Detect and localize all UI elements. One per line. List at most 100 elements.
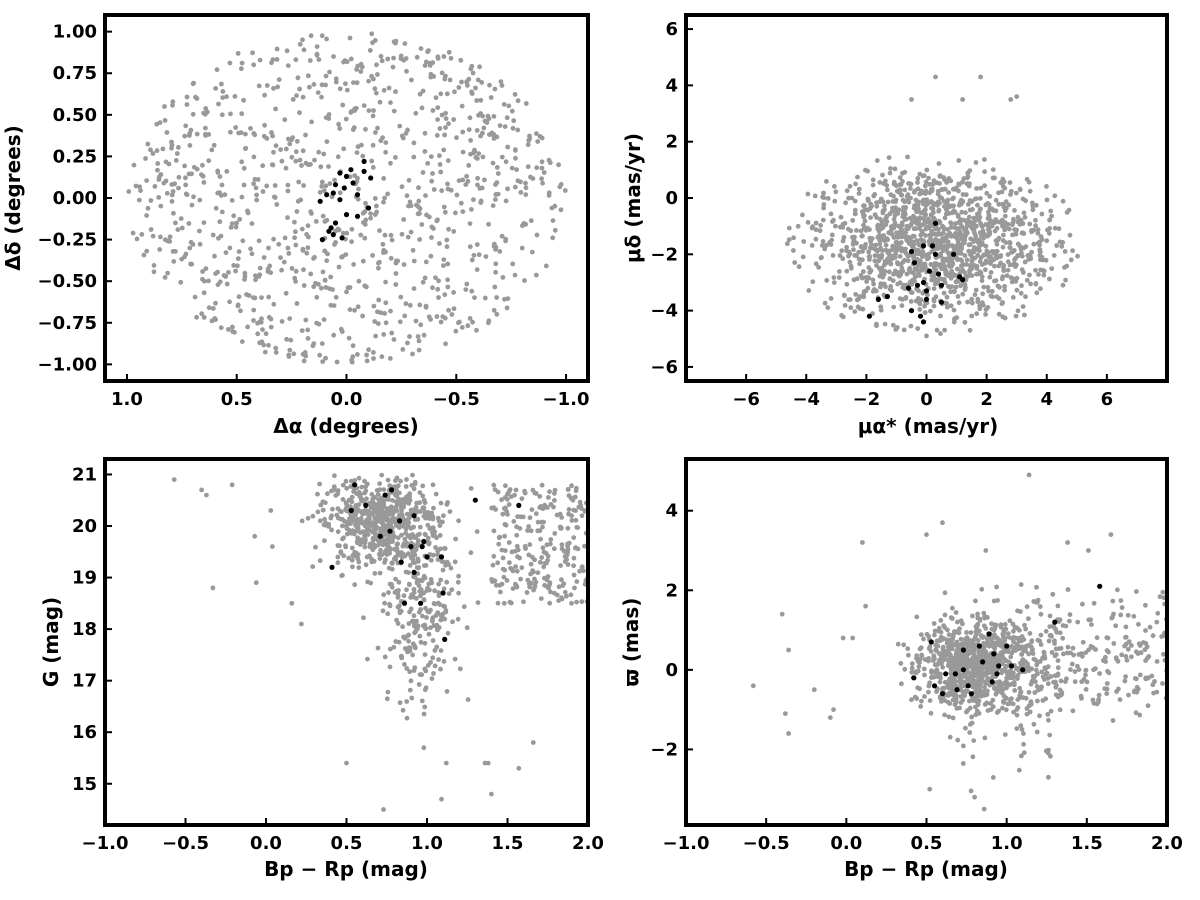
sky-positions-point	[162, 104, 167, 109]
proper-motion-point	[932, 220, 939, 226]
sky-positions-point	[550, 218, 556, 224]
proper-motion-point	[870, 182, 876, 188]
sky-positions-point	[332, 177, 337, 183]
sky-positions-point	[235, 263, 240, 269]
proper-motion-point	[962, 287, 968, 292]
sky-positions-point	[385, 56, 391, 62]
sky-positions-point	[165, 270, 171, 276]
sky-positions-point	[287, 141, 293, 147]
proper-motion-ylabel: μδ (mas/yr)	[621, 133, 645, 263]
parallax-point	[827, 715, 833, 720]
parallax-point	[1083, 668, 1089, 673]
parallax-point	[1004, 695, 1009, 701]
proper-motion-point	[920, 199, 926, 204]
sky-positions-point	[549, 205, 555, 211]
sky-positions-point	[511, 118, 517, 124]
sky-positions-point	[482, 118, 488, 124]
parallax-point	[972, 636, 977, 642]
cmd-point	[422, 652, 428, 657]
sky-positions-point	[437, 241, 442, 246]
sky-positions-point	[285, 245, 291, 251]
cmd-point	[465, 697, 471, 702]
proper-motion-point	[884, 293, 891, 300]
proper-motion-point	[859, 233, 865, 239]
proper-motion-point	[871, 281, 876, 287]
sky-positions-point	[329, 194, 335, 200]
sky-positions-point	[283, 146, 289, 152]
proper-motion-point	[922, 310, 928, 315]
sky-positions-point	[239, 111, 245, 117]
parallax-point	[975, 637, 981, 643]
sky-positions-point	[347, 35, 353, 41]
proper-motion-point	[880, 274, 886, 280]
parallax-xlabel: Bp − Rp (mag)	[844, 857, 1008, 881]
parallax-point	[940, 664, 946, 670]
sky-positions-point	[188, 127, 194, 133]
sky-positions-point	[438, 169, 444, 175]
cmd-point	[527, 542, 533, 547]
proper-motion-point	[945, 197, 951, 203]
sky-positions-point	[362, 283, 368, 289]
sky-positions-xtick-label: 0.5	[221, 389, 253, 410]
proper-motion-point	[1001, 268, 1007, 274]
parallax-point	[994, 584, 999, 590]
parallax-point	[1053, 684, 1059, 690]
proper-motion-point	[861, 269, 866, 274]
cmd-point	[407, 563, 413, 568]
sky-positions-point	[404, 193, 410, 199]
sky-positions-point	[465, 323, 471, 329]
cmd-point	[525, 577, 531, 583]
cmd-point	[559, 577, 564, 583]
proper-motion-point	[1000, 314, 1006, 320]
cmd-point	[376, 497, 382, 503]
parallax-xtick-label: −1.0	[663, 833, 710, 854]
sky-positions-point	[502, 124, 508, 129]
sky-positions-point	[437, 126, 443, 131]
parallax-point	[952, 642, 957, 648]
proper-motion-point	[902, 210, 908, 216]
proper-motion-point	[923, 207, 928, 213]
sky-positions-point	[442, 76, 448, 82]
sky-positions-point	[316, 281, 321, 287]
parallax-point	[915, 668, 921, 674]
sky-positions-point	[490, 203, 496, 209]
proper-motion-point	[1005, 267, 1011, 273]
parallax-point	[1015, 643, 1021, 648]
sky-positions-point	[459, 103, 465, 109]
sky-positions-point	[546, 157, 552, 163]
proper-motion-point	[989, 249, 995, 254]
proper-motion-point	[897, 254, 903, 259]
parallax-point	[1091, 645, 1096, 651]
sky-positions-point	[350, 180, 356, 186]
proper-motion-point	[931, 298, 937, 304]
parallax-point	[1001, 627, 1007, 632]
sky-positions-point	[448, 187, 454, 193]
proper-motion-point	[828, 211, 834, 217]
sky-positions-point	[467, 244, 473, 250]
cmd-point	[431, 623, 437, 628]
proper-motion-point	[813, 227, 819, 233]
cmd-point	[385, 477, 391, 483]
sky-positions-point	[251, 307, 257, 313]
sky-positions-point	[170, 249, 176, 254]
cmd-point	[541, 564, 547, 570]
cmd-point	[502, 567, 508, 573]
proper-motion-point	[1003, 205, 1009, 211]
parallax-point	[1072, 669, 1078, 674]
cmd-point	[571, 572, 577, 578]
sky-positions-point	[478, 111, 483, 116]
sky-positions-point	[191, 194, 196, 200]
sky-positions-point	[444, 91, 450, 97]
proper-motion-point	[958, 247, 963, 252]
cmd-point	[547, 600, 553, 606]
proper-motion-point	[999, 276, 1005, 282]
proper-motion-point	[903, 295, 909, 301]
proper-motion-point	[1062, 249, 1068, 254]
parallax-point	[931, 621, 937, 626]
cmd-point	[546, 585, 551, 591]
cmd-point	[566, 511, 571, 517]
sky-positions-point	[404, 68, 409, 74]
proper-motion-point	[993, 197, 999, 203]
sky-positions-point	[161, 180, 167, 186]
cmd-point	[406, 638, 411, 644]
